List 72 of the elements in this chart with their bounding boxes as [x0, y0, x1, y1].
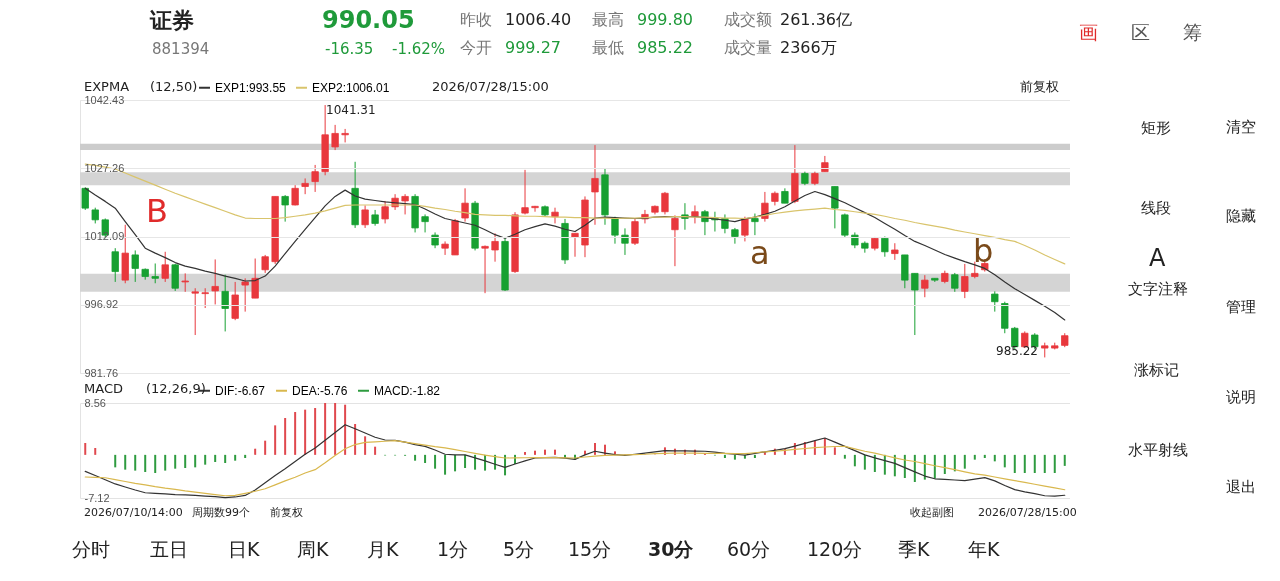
text: 季K [898, 538, 930, 561]
annotation: b [973, 232, 994, 271]
text: 退出 [1226, 478, 1256, 496]
text: 2026/07/28/15:00 [432, 79, 549, 95]
text: 前复权 [270, 506, 303, 520]
text: 2026/07/28/15:00 [978, 506, 1077, 520]
text: A [1149, 244, 1166, 273]
text: 分时 [72, 538, 110, 561]
text: 收起副图 [910, 506, 954, 520]
text: 261.36亿 [780, 10, 852, 30]
text: 5分 [503, 538, 535, 561]
text: 2366万 [780, 38, 837, 58]
text: 999.80 [637, 10, 693, 30]
text: 985.22 [637, 38, 693, 58]
text: 1分 [437, 538, 469, 561]
text: EXPMA [84, 79, 130, 95]
text: 60分 [727, 538, 771, 561]
text: 成交额 [724, 10, 772, 30]
text: 120分 [807, 538, 863, 561]
text: 线段 [1141, 199, 1171, 217]
text: 前复权 [1020, 79, 1059, 95]
text: 15分 [568, 538, 612, 561]
y-tick-label: -7.12 [84, 491, 110, 504]
text: 区 [1131, 21, 1150, 44]
text: 周K [297, 538, 329, 561]
legend-label: DEA:-5.76 [292, 383, 348, 398]
text: 矩形 [1141, 119, 1171, 137]
text: 成交量 [724, 38, 772, 58]
text: 筹 [1183, 21, 1202, 44]
text: 证券 [150, 8, 194, 35]
text: 1006.40 [505, 10, 572, 30]
y-tick-label: 8.56 [84, 396, 106, 409]
text: 涨标记 [1134, 361, 1179, 379]
annotation: B [146, 192, 168, 231]
text: 30分 [648, 538, 694, 561]
y-tick-label: 1042.43 [84, 93, 125, 106]
text: -16.35 [325, 40, 374, 58]
text: -1.62% [392, 40, 446, 58]
text: 清空 [1226, 118, 1256, 136]
text: 最高 [592, 10, 624, 30]
text: 水平射线 [1128, 441, 1188, 459]
y-tick-label: 1012.09 [84, 230, 125, 243]
text: 说明 [1226, 388, 1256, 406]
text: 990.05 [322, 6, 415, 35]
text: 月K [367, 538, 399, 561]
text: 日K [228, 538, 260, 561]
text: 画 [1079, 21, 1098, 44]
annotation: 1041.31 [326, 103, 376, 118]
y-tick-label: 1027.26 [84, 161, 125, 174]
text: 周期数99个 [192, 506, 250, 520]
text: 2026/07/10/14:00 [84, 506, 183, 520]
text: (12,50) [150, 79, 198, 95]
text: 最低 [592, 38, 624, 58]
text: 今开 [460, 38, 492, 58]
legend-label: DIF:-6.67 [215, 383, 266, 398]
legend-label: MACD:-1.82 [374, 383, 441, 398]
annotation: 985.22 [996, 344, 1038, 359]
text: 昨收 [460, 10, 492, 30]
text: MACD [84, 381, 123, 397]
text: 隐藏 [1226, 207, 1256, 225]
legend-label: EXP1:993.55 [215, 80, 287, 95]
text: 年K [968, 538, 1000, 561]
text: 管理 [1226, 298, 1256, 316]
legend-label: EXP2:1006.01 [312, 80, 390, 95]
text: 五日 [150, 538, 188, 561]
text: 999.27 [505, 38, 561, 58]
text: (12,26,9) [146, 381, 206, 397]
y-tick-label: 981.76 [84, 366, 119, 379]
annotation: a [750, 234, 770, 273]
text: 文字注释 [1128, 280, 1188, 298]
y-tick-label: 996.92 [84, 298, 119, 311]
text: 881394 [152, 40, 210, 58]
